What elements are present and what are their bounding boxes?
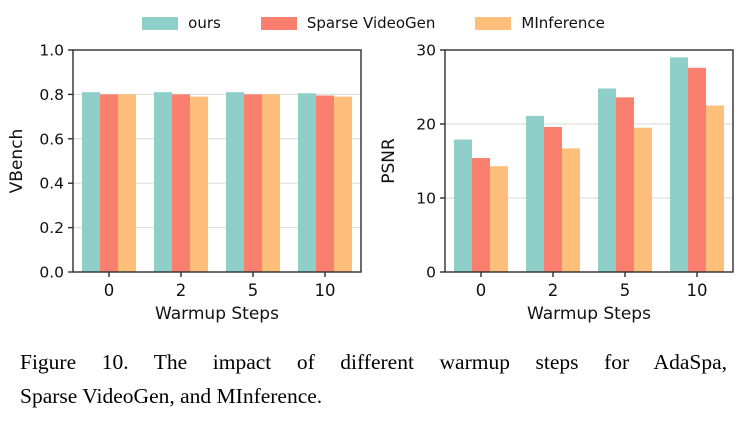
legend-item-sparse-videogen: Sparse VideoGen — [260, 14, 436, 32]
bar — [81, 92, 100, 273]
bar — [333, 96, 352, 272]
bar — [171, 94, 190, 273]
bar — [297, 93, 316, 272]
x-tick-label: 10 — [686, 281, 707, 300]
x-tick-label: 0 — [103, 281, 114, 300]
bar — [189, 96, 208, 272]
y-tick-label: 30 — [416, 42, 436, 60]
caption-line-1: Figure 10. The impact of different warmu… — [20, 350, 727, 374]
bar — [225, 92, 244, 273]
chart-legend: ours Sparse VideoGen MInference — [0, 10, 747, 36]
y-tick-label: 0.6 — [39, 130, 64, 148]
y-tick-label: 10 — [416, 190, 436, 208]
legend-label-minference: MInference — [521, 14, 605, 32]
bar — [543, 126, 562, 273]
axes-box — [71, 49, 362, 273]
bar — [687, 67, 706, 272]
vbench-bar-chart: 0.0 0.2 0.4 0.6 0.8 1.0 0 2 5 10 Warmup Steps VBenc… — [7, 42, 362, 324]
legend-label-ours: ours — [188, 14, 221, 32]
y-tick-label: 0.0 — [39, 264, 64, 282]
y-tick-label: 0.4 — [39, 175, 64, 193]
charts-row: 0.0 0.2 0.4 0.6 0.8 1.0 0 2 5 10 Warmup Steps VBenc… — [0, 38, 747, 330]
x-tick-label: 5 — [619, 281, 630, 300]
y-tick-label: 20 — [416, 116, 436, 134]
x-tick-label: 5 — [247, 281, 258, 300]
bar — [705, 105, 724, 272]
legend-swatch-minference — [475, 16, 512, 30]
bar — [99, 94, 118, 273]
legend-item-minference: MInference — [475, 14, 605, 32]
y-tick-label: 0 — [426, 264, 436, 282]
y-tick-label: 1.0 — [39, 42, 64, 60]
x-axis-label: Warmup Steps — [527, 304, 651, 324]
bar — [597, 88, 616, 272]
y-axis-label: VBench — [7, 129, 27, 194]
axes-box — [443, 49, 734, 273]
bar — [525, 115, 544, 272]
bar — [261, 94, 280, 273]
legend-swatch-ours — [142, 16, 179, 30]
bar — [471, 158, 490, 272]
bar — [117, 94, 136, 273]
x-tick-label: 0 — [475, 281, 486, 300]
y-tick-label: 0.2 — [39, 219, 64, 237]
bar — [633, 127, 652, 272]
bar — [243, 94, 262, 273]
bar — [669, 57, 688, 273]
legend-swatch-sparse-videogen — [260, 16, 297, 30]
x-tick-label: 2 — [175, 281, 186, 300]
legend-label-sparse-videogen: Sparse VideoGen — [306, 14, 436, 32]
bar — [315, 95, 334, 272]
psnr-bar-chart: 0 10 20 30 0 2 5 10 Warmup Steps PSNR — [379, 42, 734, 324]
caption-line-2: Sparse VideoGen, and MInference. — [20, 383, 323, 408]
bar — [489, 166, 508, 272]
bar — [453, 139, 472, 272]
x-axis-label: Warmup Steps — [155, 304, 279, 324]
figure-caption: Figure 10. The impact of different warmu… — [0, 346, 747, 413]
y-tick-label: 0.8 — [39, 86, 64, 104]
bar — [615, 97, 634, 272]
x-tick-label: 10 — [314, 281, 335, 300]
y-axis-label: PSNR — [379, 138, 399, 184]
bar — [561, 148, 580, 272]
legend-item-ours: ours — [142, 14, 221, 32]
x-tick-label: 2 — [547, 281, 558, 300]
bar — [153, 92, 172, 273]
